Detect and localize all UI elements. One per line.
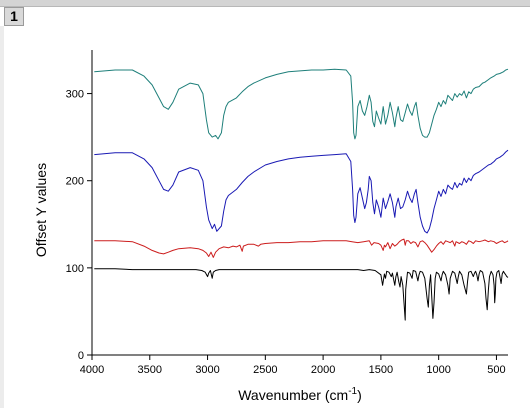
ticks-layer: 4000 3500 3000 2500 2000 1500 1000 500 0 100 200 30…	[66, 89, 506, 376]
x-axis-label-superscript: -1	[348, 386, 357, 397]
axes-layer	[91, 50, 508, 356]
y-tick-label: 100	[66, 263, 84, 275]
x-axis-label-main: Wavenumber (cm	[238, 387, 348, 403]
spectrum-line-3	[94, 238, 509, 258]
y-tick-label: 300	[66, 89, 84, 101]
spectrum-line-4	[94, 268, 509, 321]
x-tick-label: 3000	[195, 364, 219, 376]
x-tick-label: 2000	[311, 364, 335, 376]
series-layer	[94, 68, 509, 321]
x-tick-label: 500	[487, 364, 505, 376]
x-tick-label: 3500	[138, 364, 162, 376]
spectrum-line-2	[94, 149, 509, 234]
x-tick-label: 1000	[426, 364, 450, 376]
x-tick-label: 4000	[80, 364, 104, 376]
x-axis-label-close: )	[357, 387, 362, 403]
window-left-gutter	[0, 26, 4, 408]
x-tick-label: 2500	[253, 364, 277, 376]
y-tick-label: 0	[78, 350, 84, 362]
graph-tab[interactable]: 1	[4, 7, 24, 26]
spectrum-line-1	[94, 68, 509, 140]
y-tick-label: 200	[66, 176, 84, 188]
y-axis-label: Offset Y values	[33, 163, 49, 257]
window-top-strip	[0, 0, 530, 7]
x-axis-label: Wavenumber (cm-1)	[238, 386, 362, 403]
x-tick-label: 1500	[369, 364, 393, 376]
